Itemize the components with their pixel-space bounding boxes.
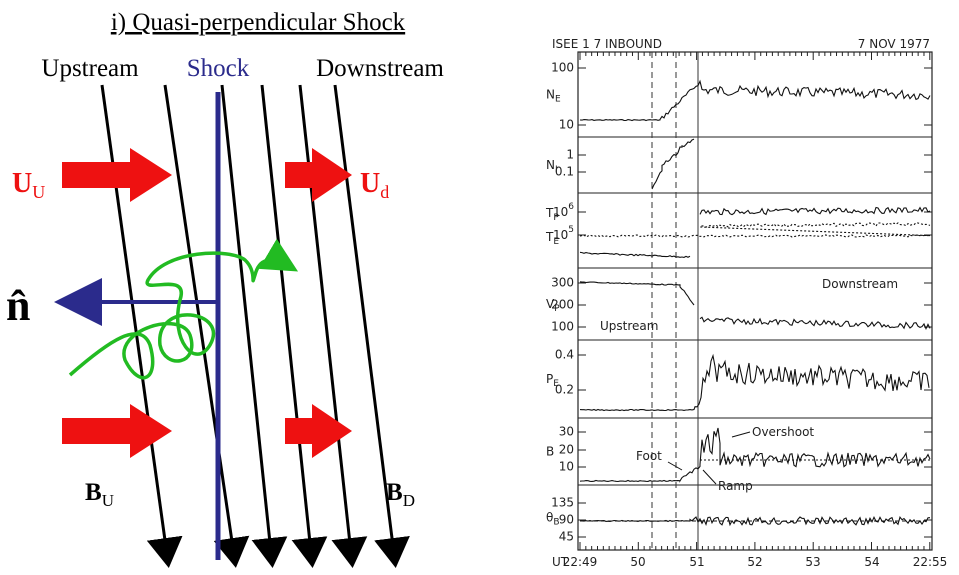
panel-label: TP xyxy=(545,206,559,223)
header-left: ISEE 1 7 INBOUND xyxy=(552,37,662,51)
downstream-field: BD xyxy=(386,479,415,510)
tick-label: 106 xyxy=(553,202,574,219)
downstream-velocity: Ud xyxy=(360,168,389,202)
trace xyxy=(579,281,695,306)
tick-label: 10 xyxy=(559,460,574,474)
x-tick-label: UT xyxy=(552,555,569,569)
plot-frame xyxy=(577,51,933,551)
tick-label: 90 xyxy=(559,513,574,527)
trace xyxy=(579,251,691,258)
traces xyxy=(579,79,931,527)
x-tick-label: 22:55 xyxy=(913,555,948,569)
upstream-velocity: UU xyxy=(12,168,45,202)
field-line xyxy=(260,84,328,568)
label-symbol: T xyxy=(545,230,554,244)
label-sub: P xyxy=(554,304,560,314)
shock-diagram: i) Quasi-perpendicular Shock Upstream Sh… xyxy=(6,9,444,568)
label-symbol: N xyxy=(546,158,555,172)
x-tick-label: 53 xyxy=(805,555,820,569)
panel-label: NE xyxy=(546,87,561,104)
panel-label: TE xyxy=(545,230,559,247)
tick-label: 45 xyxy=(559,530,574,544)
trace xyxy=(699,206,931,216)
tick-label: 300 xyxy=(551,276,574,290)
tick-label: 0.1 xyxy=(555,165,574,179)
normal-label: n̂ xyxy=(6,281,30,330)
label-symbol: θ xyxy=(546,510,553,524)
tick-exp: 6 xyxy=(568,202,574,212)
annotation: Downstream xyxy=(822,277,898,291)
trace xyxy=(579,79,931,122)
tick-label: 105 xyxy=(553,225,574,242)
panel-grid: NE10010NI10.1TPTE106105VP300200100PE0.40… xyxy=(545,52,947,569)
label-symbol: B xyxy=(546,444,554,458)
tick-label: 20 xyxy=(559,443,574,457)
label-sub: E xyxy=(553,379,559,389)
tick-label: 1 xyxy=(566,148,574,162)
panel-label: NI xyxy=(546,158,558,175)
panel-label: PE xyxy=(546,372,559,389)
x-tick-label: 22:49 xyxy=(563,555,598,569)
x-tick-label: 50 xyxy=(630,555,645,569)
label-symbol: P xyxy=(546,372,553,386)
trace xyxy=(579,353,930,412)
label-sub: E xyxy=(555,94,561,104)
field-line xyxy=(220,84,288,568)
field-line xyxy=(163,84,250,568)
trace xyxy=(579,427,931,483)
field-lines xyxy=(100,84,410,568)
diagram-title: i) Quasi-perpendicular Shock xyxy=(111,9,406,36)
panel-label: θB xyxy=(546,510,560,527)
tick-label: 30 xyxy=(559,425,574,439)
tick-label: 0.2 xyxy=(555,383,574,397)
downstream-label: Downstream xyxy=(316,55,444,82)
data-panels: ISEE 1 7 INBOUND 7 NOV 1977 NE10010NI10.… xyxy=(545,37,947,569)
tick-label: 0.4 xyxy=(555,348,574,362)
trace xyxy=(651,138,695,190)
header-right: 7 NOV 1977 xyxy=(858,37,930,51)
label-sub: I xyxy=(555,165,558,175)
x-tick-label: 54 xyxy=(864,555,879,569)
trace xyxy=(699,316,931,331)
label-sub: E xyxy=(553,237,559,247)
annotation-pointer xyxy=(702,469,717,485)
label-symbol: V xyxy=(546,297,555,311)
field-line xyxy=(333,84,410,568)
annotation: Foot xyxy=(636,449,662,463)
annotation-pointer xyxy=(667,461,683,471)
upstream-label: Upstream xyxy=(41,55,139,82)
trace xyxy=(579,222,931,238)
tick-exp: 5 xyxy=(568,225,574,235)
label-sub: P xyxy=(553,213,559,223)
x-tick-label: 52 xyxy=(747,555,762,569)
label-sub: B xyxy=(553,517,559,527)
panel-label: VP xyxy=(546,297,560,314)
tick-label: 135 xyxy=(551,496,574,510)
label-symbol: T xyxy=(545,206,554,220)
x-tick-label: 51 xyxy=(689,555,704,569)
tick-label: 100 xyxy=(551,61,574,75)
shock-label: Shock xyxy=(187,55,250,82)
particle-path xyxy=(68,238,299,380)
panel-label: B xyxy=(546,444,554,458)
annotation: Overshoot xyxy=(752,425,814,439)
label-symbol: N xyxy=(546,87,555,101)
annotation: Ramp xyxy=(718,479,753,493)
flow-arrows xyxy=(62,148,352,458)
tick-base: 10 xyxy=(553,205,568,219)
tick-label: 10 xyxy=(559,118,574,132)
tick-base: 10 xyxy=(553,228,568,242)
tick-label: 100 xyxy=(551,320,574,334)
tick-label: 200 xyxy=(551,298,574,312)
upstream-field: BU xyxy=(85,479,114,510)
annotation-pointer xyxy=(731,431,751,438)
annotation: Upstream xyxy=(600,319,658,333)
